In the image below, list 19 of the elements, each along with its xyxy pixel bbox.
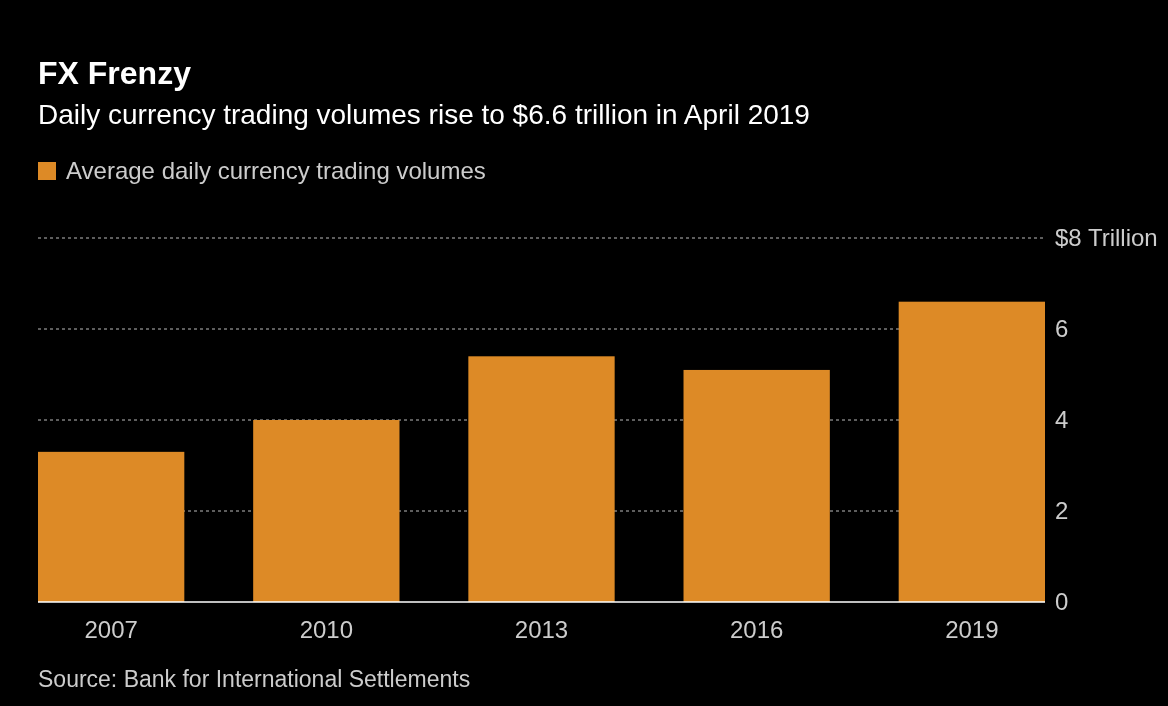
bar (253, 420, 400, 602)
x-tick-label: 2019 (945, 616, 999, 643)
bar (38, 451, 185, 602)
y-tick-label: 6 (1055, 315, 1069, 343)
x-tick-label: 2016 (729, 616, 784, 643)
legend-label: Average daily currency trading volumes (66, 157, 486, 184)
source-note: Source: Bank for International Settlements (38, 666, 471, 692)
y-tick-label: 0 (1055, 588, 1069, 616)
bar (898, 301, 1045, 602)
chart-subtitle: Daily currency trading volumes rise to $6.6 trillion in April 2019 (38, 99, 810, 130)
x-tick-label: 2010 (299, 616, 354, 643)
y-tick-label: 2 (1055, 497, 1069, 525)
x-tick-label: 2007 (84, 616, 138, 643)
y-tick-label: $8 Trillion (1055, 224, 1158, 252)
bar (468, 356, 615, 602)
chart-title: FX Frenzy (38, 55, 192, 91)
bar (683, 369, 830, 602)
x-tick-label: 2013 (514, 616, 569, 643)
y-tick-label: 4 (1055, 406, 1069, 434)
